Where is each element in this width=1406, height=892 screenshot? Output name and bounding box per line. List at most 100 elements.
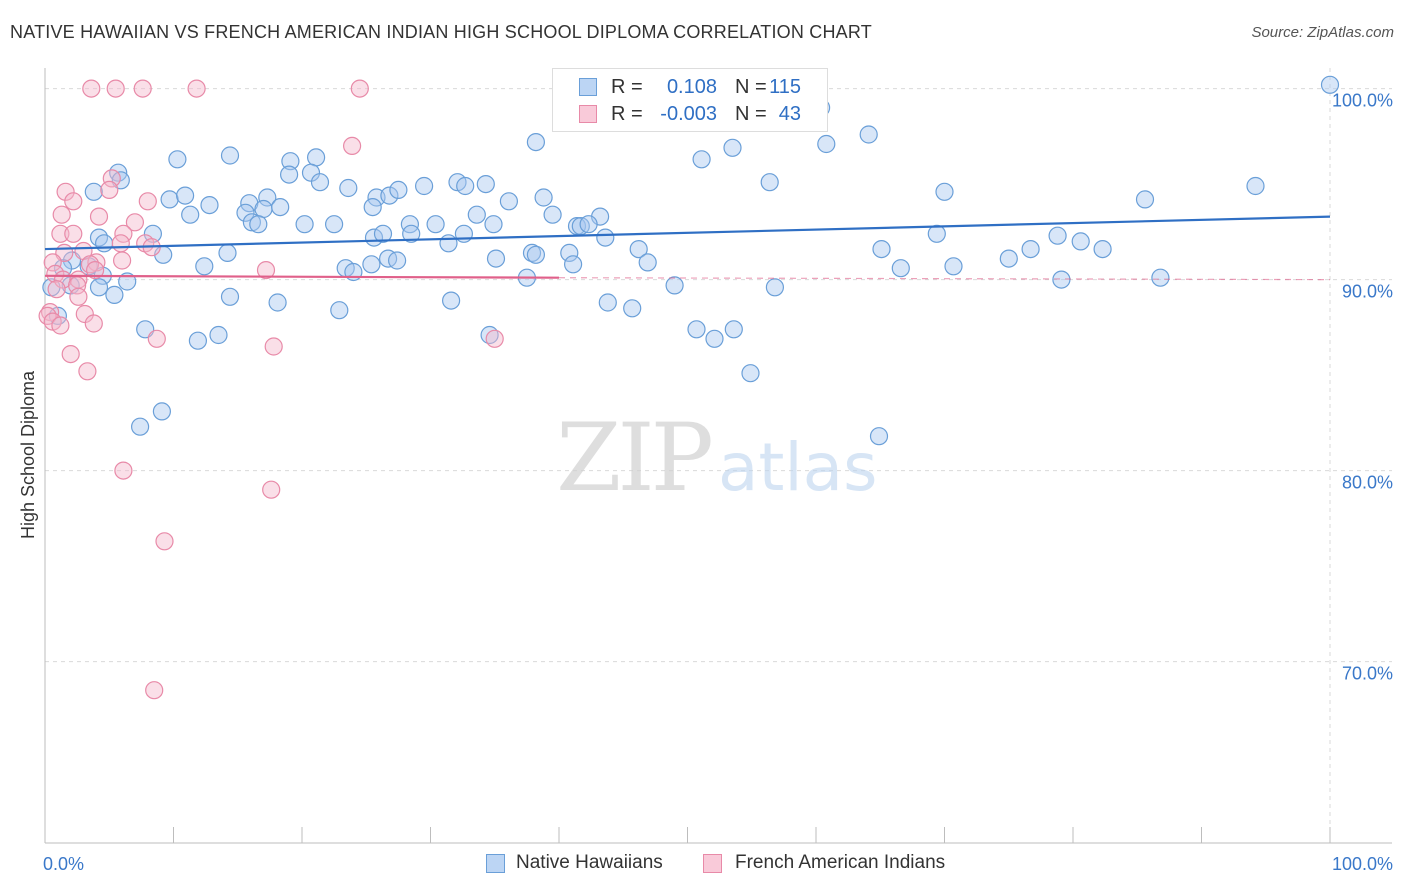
native-hawaiians-point (339, 178, 358, 198)
native-hawaiians-point (499, 192, 518, 211)
watermark-atlas: atlas (718, 429, 878, 506)
y-tick-label: 90.0% (1342, 282, 1393, 302)
native-hawaiians-point (310, 173, 330, 192)
r-label: R = (611, 76, 643, 98)
watermark-zip: ZIP (556, 404, 710, 513)
native-hawaiians-point (1071, 232, 1090, 251)
native-hawaiians-point (534, 188, 553, 207)
french-american-indians-point (262, 480, 281, 499)
native-hawaiians-point (220, 146, 240, 165)
native-hawaiians-point (281, 152, 300, 171)
native-hawaiians-point (765, 278, 785, 297)
native-hawaiians-point (220, 287, 240, 306)
native-hawaiians-point (181, 205, 200, 224)
native-hawaiians-point (426, 215, 445, 234)
r-value: -0.003 (660, 103, 717, 125)
watermark: ZIP atlas (556, 404, 877, 513)
french-american-indians-point (82, 79, 101, 98)
native-hawaiians-point (1320, 75, 1340, 94)
native-hawaiians-swatch (486, 854, 505, 873)
native-hawaiians-point (152, 402, 171, 421)
n-label: N = (735, 103, 767, 125)
native-hawaiians-point (563, 255, 583, 274)
native-hawaiians-point (168, 150, 187, 169)
native-hawaiians-point (454, 224, 473, 243)
stats-legend: R = 0.108 N = 115 R = -0.003 N = 43 (552, 68, 828, 132)
n-label: N = (735, 76, 767, 98)
native-hawaiians-point (1052, 270, 1071, 289)
stats-row-french-american-indians: R = -0.003 N = 43 (553, 101, 827, 127)
native-hawaiians-point (579, 215, 598, 234)
chart-source: Source: ZipAtlas.com (1251, 24, 1394, 41)
french-american-indians-point (87, 253, 106, 272)
native-hawaiians-point (476, 175, 495, 194)
french-american-indians-point (114, 461, 133, 480)
native-hawaiians-point (1151, 268, 1170, 287)
data-points (38, 75, 1340, 700)
french-american-indians-point (56, 182, 75, 201)
native-hawaiians-point (84, 182, 103, 201)
native-hawaiians-point (209, 325, 228, 345)
french-american-indians-point (61, 345, 80, 364)
y-tick-label: 100.0% (1332, 91, 1393, 111)
french-american-indians-point (138, 192, 157, 211)
french-american-indians-point (43, 253, 62, 272)
french-american-indians-point (102, 169, 121, 188)
native-hawaiians-point (195, 257, 214, 276)
axes: 100.0% 90.0% 80.0% 70.0% 0.0% 100.0% (43, 68, 1393, 874)
french-american-indians-point (51, 316, 70, 335)
french-american-indians-swatch (579, 105, 597, 123)
native-hawaiians-point (935, 182, 954, 201)
native-hawaiians-point (258, 188, 277, 207)
native-hawaiians-point (271, 198, 290, 217)
french-american-indians-point (47, 280, 66, 299)
native-hawaiians-point (160, 190, 179, 209)
native-hawaiians-point (560, 243, 579, 262)
legend-label: Native Hawaiians (516, 852, 663, 873)
native-hawaiians-point (456, 176, 475, 196)
native-hawaiians-point (741, 364, 760, 383)
french-american-indians-point (80, 255, 100, 274)
french-american-indians-point (264, 337, 283, 356)
native-hawaiians-point (872, 240, 891, 259)
french-american-indians-point (133, 79, 152, 98)
native-hawaiians-point (295, 215, 314, 234)
native-hawaiians-point (176, 186, 195, 205)
french-american-indians-point (155, 532, 174, 551)
french-american-indians-point (51, 224, 70, 243)
native-hawaiians-point (859, 125, 878, 144)
native-hawaiians-point (373, 224, 393, 243)
native-hawaiians-point (999, 249, 1018, 268)
native-hawaiians-point (415, 176, 434, 196)
native-hawaiians-point (623, 299, 642, 318)
french-american-indians-point (64, 224, 83, 243)
native-hawaiians-point (89, 228, 109, 247)
french-american-indians-point (125, 213, 144, 232)
native-hawaiians-point (325, 215, 344, 234)
native-hawaiians-point (467, 205, 486, 224)
native-hawaiians-point (362, 255, 381, 274)
french-american-indians-point (69, 287, 88, 306)
native-hawaiians-point (723, 138, 742, 157)
native-hawaiians-point (665, 276, 684, 295)
french-american-indians-point (111, 234, 130, 253)
native-hawaiians-point (218, 243, 237, 262)
chart-title: NATIVE HAWAIIAN VS FRENCH AMERICAN INDIA… (10, 22, 872, 42)
native-hawaiians-point (400, 215, 419, 234)
native-hawaiians-point (236, 203, 255, 222)
native-hawaiians-point (1093, 240, 1112, 259)
native-hawaiians-point (307, 148, 326, 167)
french-american-indians-point (147, 329, 166, 348)
native-hawaiians-point (363, 198, 382, 217)
native-hawaiians-point (105, 285, 124, 304)
native-hawaiians-point (484, 215, 503, 234)
french-american-indians-point (38, 306, 57, 325)
native-hawaiians-point (486, 249, 506, 268)
r-label: R = (611, 103, 643, 125)
french-american-indians-trend-extension (558, 277, 1331, 281)
trend-lines (44, 215, 1331, 281)
native-hawaiians-point (89, 278, 109, 297)
native-hawaiians-point (638, 253, 657, 272)
native-hawaiians-point (242, 213, 261, 232)
